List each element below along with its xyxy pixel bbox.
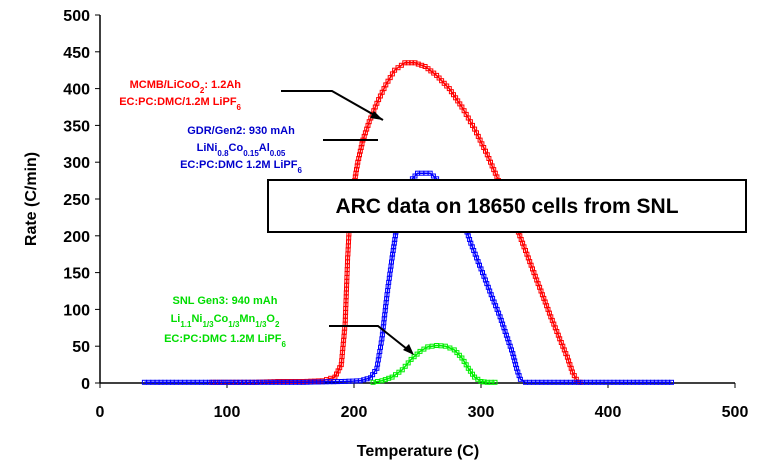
data-point <box>402 363 408 369</box>
annotation-green-line3: EC:PC:DMC 1.2M LiPF6 <box>164 333 286 349</box>
y-tick-label: 50 <box>72 339 90 356</box>
annotation-green-line2: Li1.1Ni1/3Co1/3Mn1/3O2 <box>171 313 280 329</box>
data-point <box>481 379 487 385</box>
y-tick-label: 500 <box>63 8 90 25</box>
annotation-green-leader <box>329 325 413 354</box>
data-point <box>414 351 420 357</box>
data-point <box>669 379 674 385</box>
data-point <box>405 360 411 366</box>
data-point <box>408 356 414 362</box>
annotation-blue: GDR/Gen2: 930 mAh LiNi0.8Co0.15Al0.05 EC… <box>180 125 378 175</box>
series-3 <box>370 343 498 385</box>
x-tick-label: 100 <box>214 404 241 421</box>
banner-box <box>267 179 747 233</box>
data-point <box>399 367 405 373</box>
annotation-red-line1: MCMB/LiCoO2: 1.2Ah <box>130 79 242 95</box>
x-tick-label: 300 <box>468 404 495 421</box>
y-ticks: 0 50 100 150 200 250 300 350 400 450 500 <box>63 8 100 393</box>
data-point <box>427 170 433 176</box>
y-tick-label: 300 <box>63 155 90 172</box>
annotation-red-arrowhead <box>370 111 383 120</box>
x-ticks: 0 100 200 300 400 500 <box>96 383 749 421</box>
y-tick-label: 150 <box>63 266 90 283</box>
annotation-red-line2: EC:PC:DMC/1.2M LiPF6 <box>119 96 241 112</box>
x-tick-label: 500 <box>722 404 749 421</box>
data-point <box>411 354 417 360</box>
data-point <box>412 60 418 66</box>
annotation-blue-line2: LiNi0.8Co0.15Al0.05 <box>197 142 286 158</box>
banner-text: ARC data on 18650 cells from SNL <box>335 195 678 218</box>
x-tick-label: 200 <box>341 404 368 421</box>
annotation-green-line1: SNL Gen3: 940 mAh <box>173 295 278 307</box>
data-point <box>415 61 421 67</box>
data-point <box>398 62 404 68</box>
y-tick-label: 0 <box>81 376 90 393</box>
data-point <box>379 378 385 384</box>
y-tick-label: 200 <box>63 229 90 246</box>
annotation-green-arrowhead <box>403 344 414 355</box>
y-tick-label: 450 <box>63 45 90 62</box>
data-point <box>478 379 484 384</box>
data-point <box>361 377 367 383</box>
series-layer <box>141 60 674 385</box>
x-tick-label: 400 <box>595 404 622 421</box>
annotation-blue-line1: GDR/Gen2: 930 mAh <box>187 125 295 137</box>
data-point <box>409 60 415 66</box>
data-point <box>357 378 363 384</box>
annotation-blue-line3: EC:PC:DMC 1.2M LiPF6 <box>180 159 302 175</box>
y-tick-label: 250 <box>63 192 90 209</box>
data-point <box>517 376 523 382</box>
data-point <box>451 347 457 353</box>
data-point <box>402 60 408 66</box>
annotation-green: SNL Gen3: 940 mAh Li1.1Ni1/3Co1/3Mn1/3O2… <box>164 295 414 355</box>
x-axis-title: Temperature (C) <box>357 443 479 460</box>
data-point <box>492 379 498 385</box>
y-tick-label: 100 <box>63 302 90 319</box>
x-tick-label: 0 <box>96 404 105 421</box>
data-point <box>382 377 388 383</box>
data-point <box>364 376 370 382</box>
data-point <box>430 173 436 179</box>
annotation-red: MCMB/LiCoO2: 1.2Ah EC:PC:DMC/1.2M LiPF6 <box>119 79 384 121</box>
y-axis-title: Rate (C/min) <box>23 152 40 246</box>
y-tick-label: 350 <box>63 118 90 135</box>
y-tick-label: 400 <box>63 82 90 99</box>
data-point <box>444 83 450 89</box>
annotation-red-leader <box>281 90 384 121</box>
banner: ARC data on 18650 cells from SNL <box>267 179 747 233</box>
data-point <box>439 78 445 84</box>
data-point <box>405 60 411 66</box>
data-point <box>386 375 392 381</box>
data-point <box>419 62 425 68</box>
